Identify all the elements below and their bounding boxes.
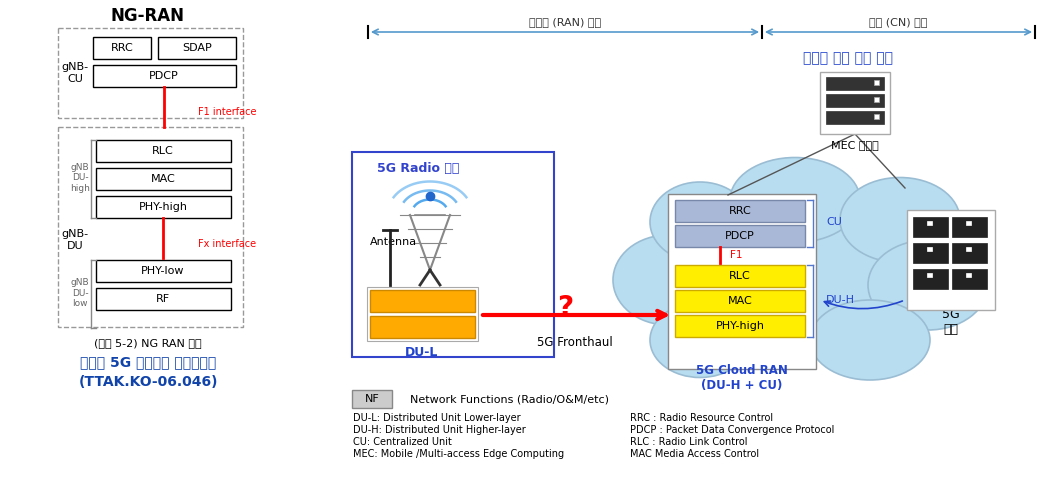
FancyBboxPatch shape (96, 260, 231, 282)
Text: RF: RF (156, 294, 170, 304)
Text: Fx interface: Fx interface (198, 239, 256, 249)
Text: F1: F1 (730, 250, 743, 260)
FancyBboxPatch shape (370, 290, 475, 312)
Text: PHY-high: PHY-high (139, 202, 187, 212)
Ellipse shape (810, 300, 930, 380)
FancyBboxPatch shape (826, 77, 884, 90)
FancyBboxPatch shape (96, 196, 231, 218)
Text: NG-RAN: NG-RAN (111, 7, 185, 25)
Ellipse shape (613, 235, 723, 325)
Text: MAC: MAC (727, 296, 752, 306)
FancyBboxPatch shape (675, 265, 805, 287)
FancyBboxPatch shape (675, 225, 805, 247)
Ellipse shape (730, 158, 860, 242)
Text: 코어 (CN) 영역: 코어 (CN) 영역 (868, 17, 927, 27)
FancyBboxPatch shape (874, 80, 879, 85)
FancyBboxPatch shape (913, 243, 948, 263)
Text: 가상화 기반 구현 영역: 가상화 기반 구현 영역 (803, 51, 893, 65)
Ellipse shape (868, 240, 988, 330)
Text: ?: ? (557, 294, 573, 322)
Text: CU: CU (826, 217, 842, 227)
Text: CU: Centralized Unit: CU: Centralized Unit (353, 437, 451, 447)
FancyBboxPatch shape (352, 152, 554, 357)
FancyBboxPatch shape (820, 72, 890, 134)
Text: RF: RF (415, 322, 429, 332)
Text: MEC 플랫폼: MEC 플랫폼 (831, 140, 879, 150)
FancyBboxPatch shape (966, 247, 971, 251)
Text: RRC: RRC (111, 43, 134, 53)
Text: RLC : Radio Link Control: RLC : Radio Link Control (630, 437, 747, 447)
Text: RRC: RRC (728, 206, 751, 216)
Ellipse shape (650, 182, 750, 262)
FancyBboxPatch shape (907, 210, 995, 310)
Text: PHY-low: PHY-low (141, 266, 185, 276)
Text: NF: NF (365, 394, 379, 404)
Text: PDCP: PDCP (725, 231, 754, 241)
FancyBboxPatch shape (952, 217, 986, 237)
Text: PHY-high: PHY-high (716, 321, 765, 331)
Text: gNB
DU-
low: gNB DU- low (71, 278, 89, 308)
FancyBboxPatch shape (158, 37, 236, 59)
Text: DU-H: Distributed Unit Higher-layer: DU-H: Distributed Unit Higher-layer (353, 425, 526, 435)
Text: PHY-low: PHY-low (400, 296, 444, 306)
Text: MAC: MAC (150, 174, 176, 184)
FancyBboxPatch shape (675, 315, 805, 337)
Text: gNB-
DU: gNB- DU (62, 229, 89, 251)
Text: SDAP: SDAP (182, 43, 212, 53)
Text: DU-L: DU-L (405, 345, 439, 358)
FancyBboxPatch shape (59, 127, 243, 327)
Ellipse shape (650, 303, 750, 377)
FancyBboxPatch shape (675, 290, 805, 312)
FancyBboxPatch shape (370, 316, 475, 338)
FancyBboxPatch shape (59, 28, 243, 118)
Text: MEC: Mobile /Multi-access Edge Computing: MEC: Mobile /Multi-access Edge Computing (353, 449, 564, 459)
FancyBboxPatch shape (668, 194, 816, 369)
FancyBboxPatch shape (927, 273, 932, 277)
FancyBboxPatch shape (93, 65, 236, 87)
Text: Antenna: Antenna (370, 237, 417, 247)
FancyBboxPatch shape (826, 111, 884, 124)
Text: DU-L: Distributed Unit Lower-layer: DU-L: Distributed Unit Lower-layer (353, 413, 520, 423)
FancyBboxPatch shape (966, 221, 971, 225)
FancyBboxPatch shape (913, 217, 948, 237)
FancyBboxPatch shape (966, 273, 971, 277)
Ellipse shape (840, 178, 960, 262)
FancyBboxPatch shape (93, 37, 150, 59)
FancyBboxPatch shape (352, 390, 392, 408)
Text: gNB-
CU: gNB- CU (62, 62, 89, 84)
FancyBboxPatch shape (826, 94, 884, 107)
FancyBboxPatch shape (952, 243, 986, 263)
FancyBboxPatch shape (96, 140, 231, 162)
Ellipse shape (680, 201, 910, 355)
Text: 5G Fronthaul: 5G Fronthaul (537, 335, 612, 349)
FancyBboxPatch shape (675, 200, 805, 222)
FancyBboxPatch shape (927, 221, 932, 225)
Text: 5G
코어: 5G 코어 (943, 308, 960, 336)
FancyBboxPatch shape (927, 247, 932, 251)
Text: (TTAK.KO-06.046): (TTAK.KO-06.046) (78, 375, 217, 389)
Text: MAC Media Access Control: MAC Media Access Control (630, 449, 759, 459)
Text: RLC: RLC (153, 146, 173, 156)
Text: 개방형 5G 프론트홀 인터페이스: 개방형 5G 프론트홀 인터페이스 (79, 355, 216, 369)
Text: DU-H: DU-H (826, 295, 855, 305)
FancyBboxPatch shape (952, 269, 986, 289)
Text: gNB
DU-
high: gNB DU- high (70, 163, 90, 193)
Text: F1 interface: F1 interface (198, 107, 256, 117)
FancyBboxPatch shape (96, 288, 231, 310)
Text: Network Functions (Radio/O&M/etc): Network Functions (Radio/O&M/etc) (411, 394, 609, 404)
Text: PDCP : Packet Data Convergence Protocol: PDCP : Packet Data Convergence Protocol (630, 425, 834, 435)
FancyBboxPatch shape (96, 168, 231, 190)
FancyBboxPatch shape (874, 114, 879, 119)
Text: RLC: RLC (729, 271, 751, 281)
FancyBboxPatch shape (874, 97, 879, 102)
Text: 액세스 (RAN) 영역: 액세스 (RAN) 영역 (529, 17, 601, 27)
Text: PDCP: PDCP (149, 71, 179, 81)
Text: (그림 5-2) NG RAN 구조: (그림 5-2) NG RAN 구조 (94, 338, 202, 348)
Text: RRC : Radio Resource Control: RRC : Radio Resource Control (630, 413, 773, 423)
Text: 5G Cloud RAN
(DU-H + CU): 5G Cloud RAN (DU-H + CU) (696, 364, 788, 392)
Text: 5G Radio 영역: 5G Radio 영역 (377, 161, 459, 174)
FancyBboxPatch shape (913, 269, 948, 289)
